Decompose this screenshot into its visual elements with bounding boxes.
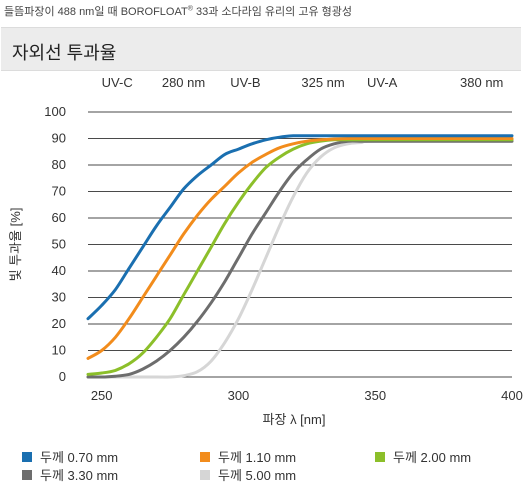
legend-item: 두께 2.00 mm [375,447,471,466]
x-tick-label: 400 [501,388,523,403]
band-label: UV-B [230,75,260,90]
band-label: 325 nm [301,75,344,90]
series-line [86,139,514,379]
legend-swatch [375,451,385,462]
y-tick-label: 60 [52,210,66,225]
x-tick-label: 300 [228,388,250,403]
y-tick-label: 20 [52,316,66,331]
x-tick-label: 250 [91,388,113,403]
y-tick-label: 40 [52,263,66,278]
legend-label: 두께 1.10 mm [218,450,297,465]
legend-label: 두께 5.00 mm [218,468,297,483]
y-tick-label: 90 [52,131,66,146]
chart-title: 자외선 투과율 [12,43,117,63]
y-tick-label: 10 [52,343,66,358]
legend-label: 두께 0.70 mm [40,450,119,465]
series-line [86,138,514,376]
series-line [86,134,514,321]
legend-item: 두께 0.70 mm [22,447,118,466]
uv-transmission-chart: UV-C 280 nm UV-B 325 nm UV-A 380 nm 0 10 20 30 40 5… [8,75,523,427]
legend-item: 두께 5.00 mm [200,465,296,484]
x-axis-label: 파장 λ [nm] [263,412,326,427]
series-line [86,136,514,360]
legend-label: 두께 3.30 mm [40,468,119,483]
legend-item: 두께 3.30 mm [22,465,118,484]
band-label: UV-A [367,75,398,90]
y-tick-label: 70 [52,184,66,199]
y-tick-label: 50 [52,237,66,252]
legend-label: 두께 2.00 mm [393,450,472,465]
y-tick-label: 100 [44,104,66,119]
y-tick-label: 80 [52,157,66,172]
legend-swatch [22,451,32,462]
band-label: 380 nm [460,75,503,90]
series-line [86,139,514,379]
legend-swatch [22,469,32,480]
legend-swatch [200,469,210,480]
legend-swatch [200,451,210,462]
chart-title-bar: 자외선 투과율 [1,27,521,71]
y-tick-label: 30 [52,290,66,305]
x-tick-label: 350 [364,388,386,403]
y-tick-label: 0 [59,369,66,384]
legend-item: 두께 1.10 mm [200,447,296,466]
band-label: 280 nm [162,75,205,90]
band-label: UV-C [102,75,133,90]
y-axis-label: 빛 투과율 [%] [8,208,23,282]
figure-caption: 들뜸파장이 488 nm일 때 BOROFLOAT® 33과 소다라임 유리의 … [4,5,352,18]
